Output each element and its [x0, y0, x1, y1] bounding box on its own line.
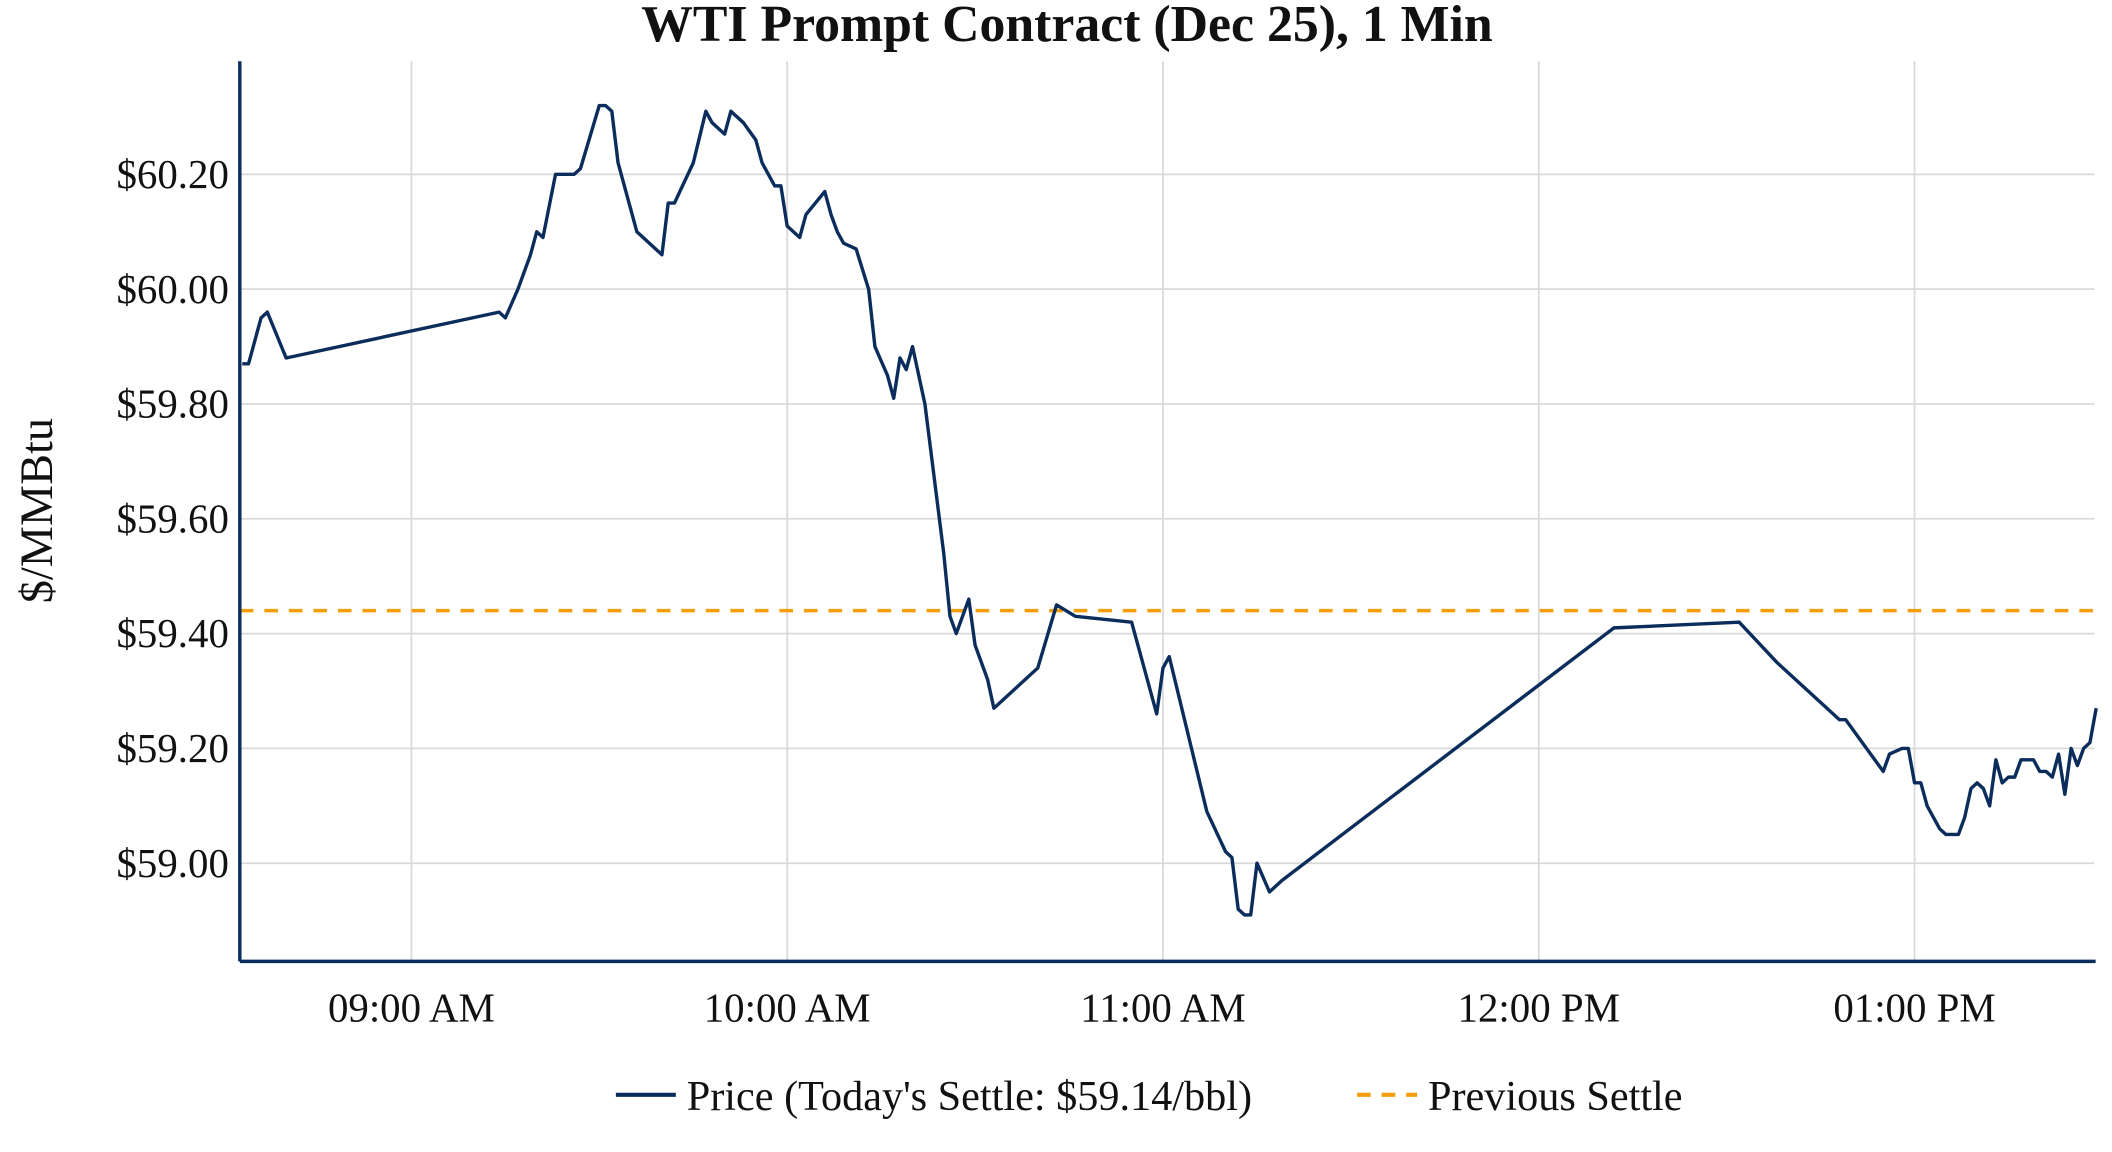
x-tick-label: 11:00 AM: [1080, 985, 1245, 1030]
legend-label-previous-settle: Previous Settle: [1428, 1073, 1683, 1120]
y-tick-label: $59.20: [117, 726, 229, 771]
y-tick-label: $59.40: [117, 611, 229, 656]
x-tick-label: 09:00 AM: [328, 985, 495, 1030]
y-tick-label: $59.60: [117, 496, 229, 541]
x-tick-labels: 09:00 AM 10:00 AM 11:00 AM 12:00 PM 01:00 PM: [328, 985, 1996, 1030]
x-tick-label: 12:00 PM: [1458, 985, 1620, 1030]
x-tick-label: 10:00 AM: [704, 985, 871, 1030]
y-tick-label: $59.80: [117, 382, 229, 427]
y-tick-labels: $59.00 $59.20 $59.40 $59.60 $59.80 $60.00 $60.…: [117, 152, 229, 886]
legend: Price (Today's Settle: $59.14/bbl) Previ…: [615, 1073, 1683, 1120]
grid-lines: [239, 61, 2095, 962]
y-axis-label: $/MMBtu: [12, 418, 63, 603]
legend-label-price: Price (Today's Settle: $59.14/bbl): [687, 1073, 1252, 1120]
chart-title: WTI Prompt Contract (Dec 25), 1 Min: [641, 0, 1493, 53]
y-tick-label: $60.00: [117, 267, 229, 312]
series-layer: [239, 103, 2098, 917]
price-line: [242, 103, 2098, 917]
y-tick-label: $60.20: [117, 152, 229, 197]
x-tick-label: 01:00 PM: [1833, 985, 1995, 1030]
y-tick-label: $59.00: [117, 841, 229, 886]
